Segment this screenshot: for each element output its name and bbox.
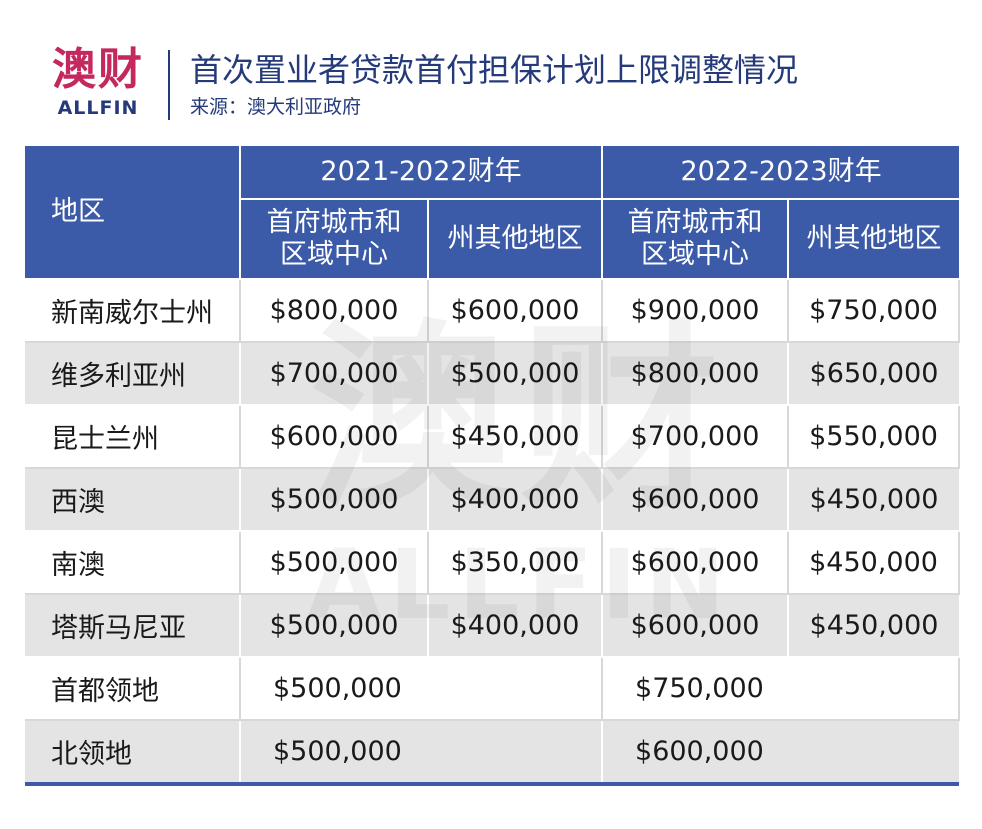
table-row: 新南威尔士州 $800,000 $600,000 $900,000 $750,0… bbox=[25, 279, 961, 343]
table-row: 南澳 $500,000 $350,000 $600,000 $450,000 bbox=[25, 531, 961, 595]
header-row-groups: 地区 2021-2022财年 2022-2023财年 bbox=[25, 146, 960, 280]
value-cell: $450,000 bbox=[428, 405, 604, 469]
value-cell: $500,000 bbox=[240, 531, 429, 595]
region-cell: 南澳 bbox=[25, 531, 241, 595]
subheader-line: 州其他地区 bbox=[447, 223, 583, 254]
value-cell: $400,000 bbox=[428, 594, 604, 658]
table-row: 西澳 $500,000 $400,000 $600,000 $450,000 bbox=[25, 468, 960, 532]
subheader-line: 首府城市和 bbox=[266, 207, 402, 238]
subheader-capital-regional: 首府城市和 区域中心 bbox=[602, 199, 790, 280]
region-cell: 北领地 bbox=[25, 720, 241, 786]
value-cell: $700,000 bbox=[240, 342, 429, 406]
value-cell: $350,000 bbox=[428, 531, 604, 595]
source-note: 来源：澳大利亚政府 bbox=[190, 96, 362, 118]
header-divider bbox=[168, 50, 170, 120]
value-cell-merged: $600,000 bbox=[602, 720, 960, 786]
table-row: 北领地 $500,000 $600,000 bbox=[25, 720, 960, 786]
table-row: 首都领地 $500,000 $750,000 bbox=[25, 657, 961, 721]
value-cell: $800,000 bbox=[602, 342, 790, 406]
subheader-line: 首府城市和 bbox=[627, 207, 763, 238]
value-cell: $450,000 bbox=[788, 468, 960, 532]
value-cell: $500,000 bbox=[240, 468, 429, 532]
value-cell: $900,000 bbox=[602, 279, 790, 343]
value-cell: $600,000 bbox=[428, 279, 604, 343]
subheader-capital-regional: 首府城市和 区域中心 bbox=[240, 199, 429, 280]
table-row: 维多利亚州 $700,000 $500,000 $800,000 $650,00… bbox=[25, 342, 960, 406]
table-row: 塔斯马尼亚 $500,000 $400,000 $600,000 $450,00… bbox=[25, 594, 960, 658]
value-cell: $700,000 bbox=[602, 405, 790, 469]
region-column-header: 地区 bbox=[25, 146, 241, 280]
value-cell: $600,000 bbox=[602, 594, 790, 658]
subheader-rest-of-state: 州其他地区 bbox=[428, 199, 604, 280]
value-cell: $450,000 bbox=[788, 531, 961, 595]
region-cell: 塔斯马尼亚 bbox=[25, 594, 241, 658]
value-cell: $800,000 bbox=[240, 279, 429, 343]
value-cell-merged: $500,000 bbox=[240, 657, 604, 721]
subheader-line: 区域中心 bbox=[641, 239, 750, 270]
group-header-2022-2023: 2022-2023财年 bbox=[602, 146, 960, 200]
table-row: 昆士兰州 $600,000 $450,000 $700,000 $550,000 bbox=[25, 405, 961, 469]
value-cell: $400,000 bbox=[428, 468, 604, 532]
header-row-subheaders: 首府城市和 区域中心 州其他地区 首府城市和 区域中心 州其他地区 bbox=[25, 199, 960, 280]
subheader-rest-of-state: 州其他地区 bbox=[788, 199, 960, 280]
subheader-line: 州其他地区 bbox=[806, 223, 942, 254]
value-cell: $500,000 bbox=[428, 342, 604, 406]
region-cell: 首都领地 bbox=[25, 657, 241, 721]
value-cell: $650,000 bbox=[788, 342, 960, 406]
logo-english-text: ALLFIN bbox=[57, 97, 139, 119]
group-header-2021-2022: 2021-2022财年 bbox=[240, 146, 604, 200]
region-cell: 维多利亚州 bbox=[25, 342, 241, 406]
value-cell: $750,000 bbox=[788, 279, 961, 343]
loan-cap-table: 地区 2021-2022财年 2022-2023财年 首府城市和 区域中心 州其他… bbox=[25, 146, 961, 786]
region-cell: 西澳 bbox=[25, 468, 241, 532]
value-cell: $600,000 bbox=[602, 531, 790, 595]
value-cell-merged: $750,000 bbox=[602, 657, 961, 721]
region-cell: 昆士兰州 bbox=[25, 405, 241, 469]
value-cell: $450,000 bbox=[788, 594, 960, 658]
brand-logo: 澳财 ALLFIN bbox=[42, 44, 154, 124]
region-cell: 新南威尔士州 bbox=[25, 279, 241, 343]
page-title: 首次置业者贷款首付担保计划上限调整情况 bbox=[190, 51, 799, 89]
value-cell-merged: $500,000 bbox=[240, 720, 604, 786]
logo-chinese-text: 澳财 bbox=[52, 44, 144, 95]
value-cell: $500,000 bbox=[240, 594, 429, 658]
value-cell: $600,000 bbox=[602, 468, 790, 532]
subheader-line: 区域中心 bbox=[280, 239, 388, 270]
value-cell: $550,000 bbox=[788, 405, 961, 469]
value-cell: $600,000 bbox=[240, 405, 429, 469]
